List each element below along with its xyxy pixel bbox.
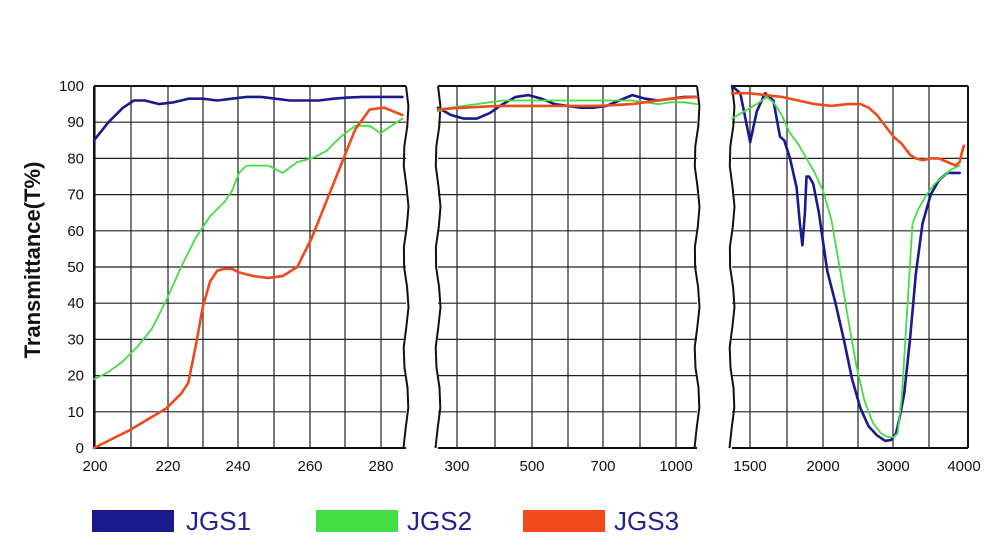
y-tick-label: 100 bbox=[59, 78, 84, 95]
y-axis-title: Transmittance(T%) bbox=[20, 162, 45, 359]
series-line-jgs3 bbox=[92, 106, 404, 450]
y-tick-label: 20 bbox=[67, 368, 84, 385]
x-tick-label: 700 bbox=[590, 458, 615, 475]
panel-1: 200 220 240 260 280 bbox=[82, 85, 410, 475]
y-tick-label: 60 bbox=[67, 223, 84, 240]
x-tick-label: 3000 bbox=[876, 458, 909, 475]
legend-label-jgs1: JGS1 bbox=[186, 506, 251, 536]
y-tick-label: 30 bbox=[67, 331, 84, 348]
y-tick-label: 70 bbox=[67, 187, 84, 204]
legend-swatch-jgs3 bbox=[523, 510, 605, 532]
x-tick-label: 260 bbox=[297, 458, 322, 475]
y-tick-label: 10 bbox=[67, 404, 84, 421]
series-line-jgs1 bbox=[730, 84, 962, 443]
panel-2: 300 500 700 1000 bbox=[434, 85, 701, 475]
series-line-jgs2 bbox=[93, 117, 404, 381]
x-tick-label: 280 bbox=[368, 458, 393, 475]
y-tick-label: 80 bbox=[67, 150, 84, 167]
legend-label-jgs3: JGS3 bbox=[614, 506, 679, 536]
x-tick-label: 200 bbox=[82, 458, 107, 475]
x-tick-label: 300 bbox=[444, 458, 469, 475]
y-tick-label: 0 bbox=[76, 440, 84, 457]
panel-left-edge bbox=[434, 85, 442, 449]
series-line-jgs2 bbox=[437, 99, 698, 113]
x-tick-label: 2000 bbox=[806, 458, 839, 475]
panel-right-edge bbox=[693, 85, 701, 449]
legend-label-jgs2: JGS2 bbox=[407, 506, 472, 536]
x-tick-label: 4000 bbox=[947, 458, 980, 475]
y-tick-label: 40 bbox=[67, 295, 84, 312]
x-tick-label: 220 bbox=[155, 458, 180, 475]
series-line-jgs1 bbox=[92, 95, 404, 142]
legend: JGS1 JGS2 JGS3 bbox=[92, 506, 679, 536]
y-tick-label: 50 bbox=[67, 259, 84, 276]
x-tick-label: 1000 bbox=[659, 458, 692, 475]
x-tick-label: 500 bbox=[519, 458, 544, 475]
series-line-jgs3 bbox=[436, 95, 699, 111]
x-tick-label: 1500 bbox=[733, 458, 766, 475]
x-tick-label: 240 bbox=[225, 458, 250, 475]
series-line-jgs3 bbox=[730, 91, 966, 167]
panel-left-edge bbox=[728, 85, 736, 449]
series-line-jgs2 bbox=[731, 96, 961, 439]
legend-swatch-jgs1 bbox=[92, 510, 174, 532]
panel-right-edge bbox=[402, 85, 410, 449]
y-tick-label: 90 bbox=[67, 114, 84, 131]
panel-3: 1500 2000 3000 4000 bbox=[728, 84, 981, 475]
legend-swatch-jgs2 bbox=[316, 510, 398, 532]
